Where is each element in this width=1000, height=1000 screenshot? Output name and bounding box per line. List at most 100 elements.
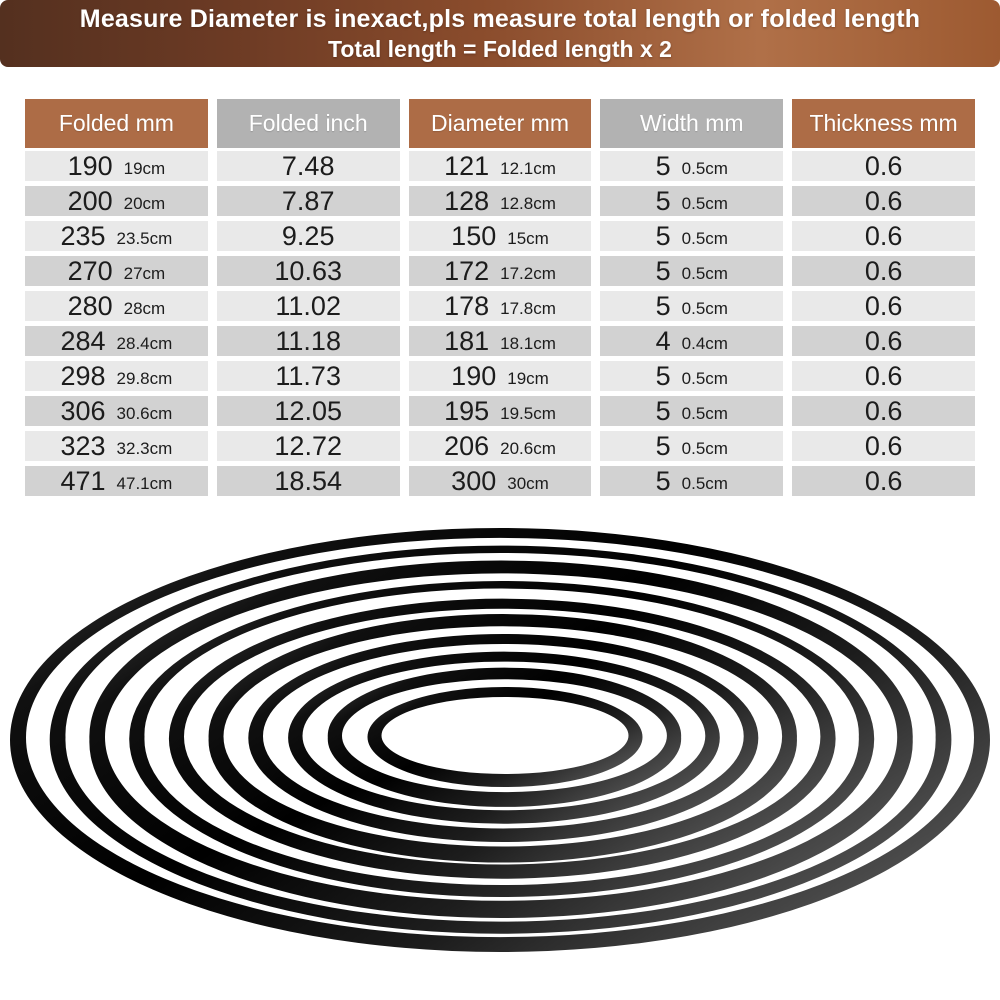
cell-folded-mm: 270 27cm	[25, 256, 208, 286]
cell-width-mm: 5 0.5cm	[600, 291, 784, 321]
cell-width-mm: 5 0.5cm	[600, 151, 784, 181]
cell-folded-mm: 471 47.1cm	[25, 466, 208, 496]
value-number: 235	[60, 221, 106, 251]
value-cm-label: 0.5cm	[681, 299, 728, 318]
value-number: 5	[655, 186, 671, 216]
cell-folded-inch: 7.48	[216, 151, 400, 181]
cell-diameter-mm: 195 19.5cm	[408, 396, 592, 426]
cell-width-mm: 5 0.5cm	[600, 186, 784, 216]
cell-thickness-mm: 0.6	[792, 256, 975, 286]
value-number: 178	[444, 291, 490, 321]
cell-diameter-mm: 178 17.8cm	[408, 291, 592, 321]
cell-thickness-mm: 0.6	[792, 431, 975, 461]
table-row: 280 28cm 11.02 178 17.8cm 5 0.5cm 0.6	[25, 291, 975, 321]
value-cm-label: 20cm	[123, 194, 166, 213]
value-number: 0.6	[864, 466, 903, 496]
cell-diameter-mm: 121 12.1cm	[408, 151, 592, 181]
value-cm-label: 30cm	[507, 474, 549, 493]
value-cm-label: 12.8cm	[500, 194, 556, 213]
value-number: 270	[67, 256, 113, 286]
value-number: 306	[60, 396, 106, 426]
value-number: 11.73	[275, 361, 341, 391]
value-number: 9.25	[281, 221, 335, 251]
value-number: 7.87	[281, 186, 335, 216]
value-cm-label: 0.5cm	[681, 404, 728, 423]
value-number: 280	[67, 291, 113, 321]
cell-folded-mm: 323 32.3cm	[25, 431, 208, 461]
column-header-folded-inch: Folded inch	[216, 99, 400, 148]
value-number: 11.02	[275, 291, 341, 321]
value-number: 11.18	[275, 326, 341, 356]
value-cm-label: 28cm	[123, 299, 166, 318]
cell-width-mm: 5 0.5cm	[600, 256, 784, 286]
notice-banner: Measure Diameter is inexact,pls measure …	[0, 0, 1000, 67]
value-number: 5	[655, 256, 671, 286]
value-number: 172	[444, 256, 490, 286]
cell-width-mm: 5 0.5cm	[600, 361, 784, 391]
column-header-width-mm: Width mm	[600, 99, 784, 148]
belts-stack-illustration	[10, 528, 990, 952]
value-cm-label: 30.6cm	[116, 404, 173, 423]
value-cm-label: 0.5cm	[681, 264, 728, 283]
table-body: 190 19cm 7.48 121 12.1cm 5 0.5cm 0.6 200 20cm 7.87…	[25, 151, 975, 496]
value-cm-label: 20.6cm	[500, 439, 556, 458]
cell-thickness-mm: 0.6	[792, 151, 975, 181]
column-header-thickness-mm: Thickness mm	[792, 99, 975, 148]
value-number: 5	[655, 291, 671, 321]
cell-folded-inch: 18.54	[216, 466, 400, 496]
table-row: 323 32.3cm 12.72 206 20.6cm 5 0.5cm 0.6	[25, 431, 975, 461]
value-cm-label: 29.8cm	[116, 369, 173, 388]
table-header-row: Folded mm Folded inch Diameter mm Width mm T…	[25, 99, 975, 148]
table-row: 471 47.1cm 18.54 300 30cm 5 0.5cm 0.6	[25, 466, 975, 496]
cell-folded-inch: 11.02	[216, 291, 400, 321]
cell-folded-inch: 9.25	[216, 221, 400, 251]
value-number: 284	[60, 326, 106, 356]
banner-line1: Measure Diameter is inexact,pls measure …	[79, 4, 921, 33]
value-number: 190	[67, 151, 113, 181]
value-number: 5	[655, 431, 671, 461]
banner-line2: Total length = Folded length x 2	[328, 35, 672, 62]
cell-thickness-mm: 0.6	[792, 326, 975, 356]
table-row: 298 29.8cm 11.73 190 19cm 5 0.5cm 0.6	[25, 361, 975, 391]
cell-width-mm: 5 0.5cm	[600, 466, 784, 496]
cell-folded-inch: 10.63	[216, 256, 400, 286]
value-cm-label: 15cm	[507, 229, 549, 248]
value-number: 7.48	[281, 151, 335, 181]
cell-folded-inch: 7.87	[216, 186, 400, 216]
value-number: 5	[655, 466, 671, 496]
value-cm-label: 0.5cm	[681, 159, 728, 178]
cell-folded-inch: 12.72	[216, 431, 400, 461]
cell-folded-inch: 12.05	[216, 396, 400, 426]
value-number: 206	[444, 431, 490, 461]
value-number: 323	[60, 431, 106, 461]
value-cm-label: 17.8cm	[500, 299, 556, 318]
table-row: 235 23.5cm 9.25 150 15cm 5 0.5cm 0.6	[25, 221, 975, 251]
value-cm-label: 23.5cm	[116, 229, 173, 248]
cell-width-mm: 5 0.5cm	[600, 221, 784, 251]
cell-thickness-mm: 0.6	[792, 396, 975, 426]
value-number: 181	[444, 326, 490, 356]
value-number: 150	[451, 221, 497, 251]
value-cm-label: 0.5cm	[681, 229, 728, 248]
value-number: 471	[60, 466, 106, 496]
value-cm-label: 19cm	[123, 159, 166, 178]
cell-folded-mm: 200 20cm	[25, 186, 208, 216]
value-number: 12.72	[274, 431, 342, 461]
value-number: 0.6	[864, 186, 903, 216]
cell-folded-inch: 11.73	[216, 361, 400, 391]
value-cm-label: 19.5cm	[500, 404, 556, 423]
value-cm-label: 27cm	[123, 264, 166, 283]
value-number: 0.6	[864, 151, 903, 181]
cell-thickness-mm: 0.6	[792, 466, 975, 496]
column-header-diameter-mm: Diameter mm	[408, 99, 592, 148]
value-number: 0.6	[864, 326, 903, 356]
cell-diameter-mm: 172 17.2cm	[408, 256, 592, 286]
cell-diameter-mm: 128 12.8cm	[408, 186, 592, 216]
table-row: 306 30.6cm 12.05 195 19.5cm 5 0.5cm 0.6	[25, 396, 975, 426]
value-cm-label: 0.5cm	[681, 369, 728, 388]
value-number: 0.6	[864, 431, 903, 461]
value-number: 4	[655, 326, 671, 356]
cell-thickness-mm: 0.6	[792, 291, 975, 321]
cell-folded-mm: 306 30.6cm	[25, 396, 208, 426]
cell-diameter-mm: 181 18.1cm	[408, 326, 592, 356]
